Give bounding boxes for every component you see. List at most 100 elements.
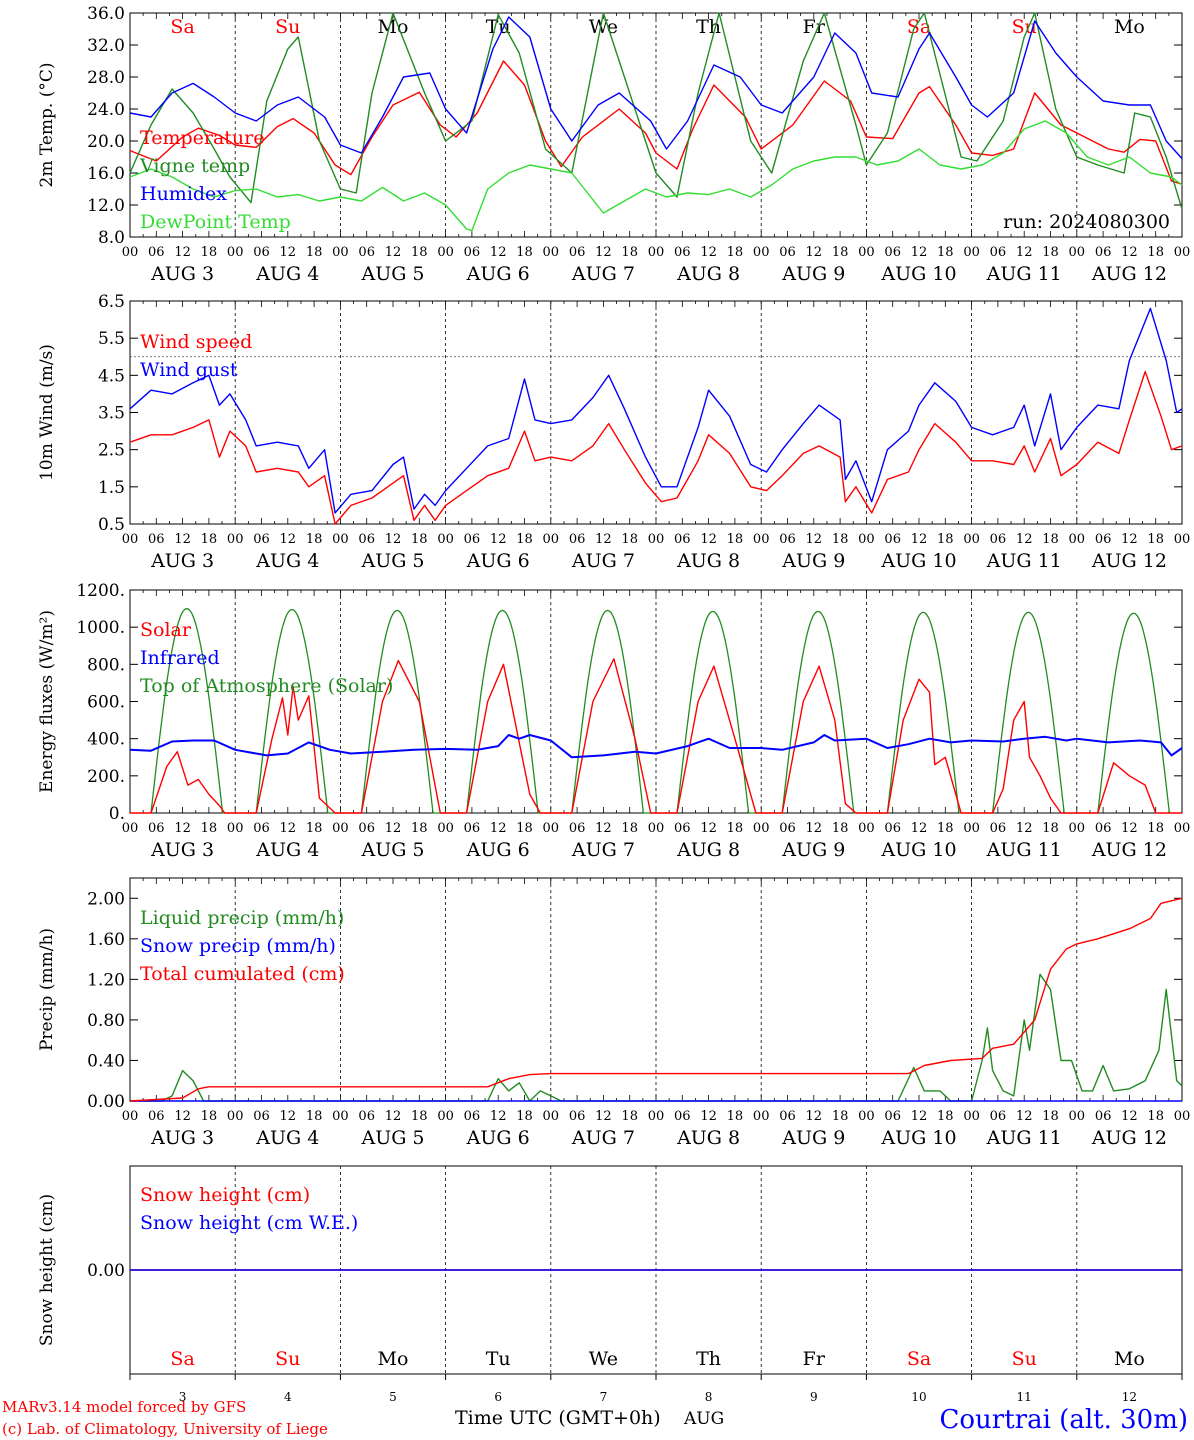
hour-tick-label: 18: [937, 1109, 954, 1124]
hour-tick-label: 00: [122, 532, 139, 547]
hour-tick-label: 12: [700, 1109, 717, 1124]
hour-tick-label: 00: [1069, 532, 1086, 547]
y-tick-label: 3.5: [98, 404, 125, 424]
weekday-label: Su: [275, 1348, 300, 1370]
hour-tick-label: 12: [700, 245, 717, 260]
hour-tick-label: 06: [779, 532, 796, 547]
hour-tick-label: 18: [516, 821, 533, 836]
hour-tick-label: 12: [490, 245, 507, 260]
hour-tick-label: 00: [1174, 245, 1191, 260]
date-tick-label: AUG 9: [781, 839, 845, 861]
chart-panel-5: 3 Sa 4 Su 5 Mo 6 Tu 7 We 8 Th 9 Fr 10 Sa 11 Su 12 Mo 0.00 Sno…: [37, 1165, 1183, 1404]
hour-tick-label: 18: [306, 1109, 323, 1124]
hour-tick-label: 00: [963, 821, 980, 836]
day-number-label: 8: [705, 1390, 713, 1404]
date-tick-label: AUG 3: [150, 263, 214, 285]
date-tick-label: AUG 7: [571, 550, 635, 572]
hour-tick-label: 18: [306, 821, 323, 836]
y-tick-label: 600.: [87, 693, 125, 713]
hour-tick-label: 06: [569, 1109, 586, 1124]
date-tick-label: AUG 4: [255, 263, 319, 285]
hour-tick-label: 00: [1174, 1109, 1191, 1124]
hour-tick-label: 12: [280, 532, 297, 547]
hour-tick-label: 12: [595, 821, 612, 836]
y-tick-label: 200.: [87, 767, 125, 787]
date-tick-label: AUG 6: [466, 550, 530, 572]
date-tick-label: AUG 5: [360, 263, 424, 285]
hour-tick-label: 12: [280, 821, 297, 836]
hour-tick-label: 06: [884, 1109, 901, 1124]
hour-tick-label: 06: [779, 1109, 796, 1124]
series-line-wind-gust: [129, 307, 1183, 514]
hour-tick-label: 06: [148, 245, 165, 260]
footer-month-label: AUG: [683, 1409, 724, 1429]
hour-tick-label: 06: [1095, 821, 1112, 836]
hour-tick-label: 18: [1147, 532, 1164, 547]
hour-tick-label: 00: [437, 532, 454, 547]
hour-tick-label: 18: [937, 821, 954, 836]
date-tick-label: AUG 5: [360, 1127, 424, 1149]
chart-panel-4: 00 06 12 18 00 06 12 18 00 06 12 18 00 06 12 18 00 06 12 18…: [37, 877, 1191, 1149]
hour-tick-label: 18: [832, 821, 849, 836]
date-tick-label: AUG 9: [781, 1127, 845, 1149]
hour-tick-label: 00: [963, 1109, 980, 1124]
date-tick-label: AUG 7: [571, 1127, 635, 1149]
y-tick-label: 2.00: [87, 889, 125, 909]
legend-entry: Humidex: [140, 183, 227, 205]
y-tick-label: 0.00: [87, 1092, 125, 1112]
hour-tick-label: 00: [753, 821, 770, 836]
hour-tick-label: 00: [963, 532, 980, 547]
hour-tick-label: 06: [569, 821, 586, 836]
series-line-humidex: [129, 16, 1183, 160]
hour-tick-label: 06: [674, 245, 691, 260]
hour-tick-label: 18: [727, 821, 744, 836]
date-tick-label: AUG 5: [360, 839, 424, 861]
hour-tick-label: 06: [253, 245, 270, 260]
plot-frame: [129, 300, 1183, 525]
date-tick-label: AUG 12: [1091, 263, 1167, 285]
hour-tick-label: 12: [700, 821, 717, 836]
series-line-temperature: [129, 60, 1183, 185]
hour-tick-label: 06: [358, 821, 375, 836]
weekday-label: We: [589, 16, 618, 38]
y-tick-label: 2.5: [98, 441, 125, 461]
hour-tick-label: 18: [1042, 245, 1059, 260]
y-tick-label: 32.0: [87, 36, 125, 56]
hour-tick-label: 12: [280, 245, 297, 260]
hour-tick-label: 18: [1042, 1109, 1059, 1124]
weekday-label: Th: [696, 1348, 721, 1370]
hour-tick-label: 18: [1042, 532, 1059, 547]
hour-tick-label: 12: [595, 1109, 612, 1124]
hour-tick-label: 12: [385, 1109, 402, 1124]
hour-tick-label: 06: [1095, 532, 1112, 547]
weekday-label: Fr: [803, 1348, 826, 1370]
hour-tick-label: 18: [411, 532, 428, 547]
hour-tick-label: 12: [385, 245, 402, 260]
hour-tick-label: 12: [490, 532, 507, 547]
hour-tick-label: 12: [595, 245, 612, 260]
y-axis-label: 10m Wind (m/s): [37, 344, 57, 481]
hour-tick-label: 00: [1069, 245, 1086, 260]
hour-tick-label: 00: [1069, 821, 1086, 836]
legend-entry: Snow height (cm W.E.): [140, 1212, 358, 1234]
hour-tick-label: 00: [332, 532, 349, 547]
hour-tick-label: 12: [1016, 1109, 1033, 1124]
y-tick-label: 1.20: [87, 970, 125, 990]
series-line-vigne-temp: [129, 12, 1183, 210]
hour-tick-label: 18: [937, 532, 954, 547]
date-tick-label: AUG 3: [150, 839, 214, 861]
date-tick-label: AUG 12: [1091, 550, 1167, 572]
date-tick-label: AUG 7: [571, 263, 635, 285]
hour-tick-label: 00: [858, 532, 875, 547]
hour-tick-label: 00: [858, 245, 875, 260]
y-axis-label: Snow height (cm): [37, 1194, 57, 1346]
weekday-label: Mo: [1114, 16, 1145, 38]
hour-tick-label: 12: [1121, 821, 1138, 836]
hour-tick-label: 18: [201, 821, 218, 836]
hour-tick-label: 06: [779, 245, 796, 260]
date-tick-label: AUG 6: [466, 1127, 530, 1149]
y-tick-label: 36.0: [87, 4, 125, 24]
hour-tick-label: 06: [674, 821, 691, 836]
y-tick-label: 12.0: [87, 196, 125, 216]
y-tick-label: 16.0: [87, 164, 125, 184]
